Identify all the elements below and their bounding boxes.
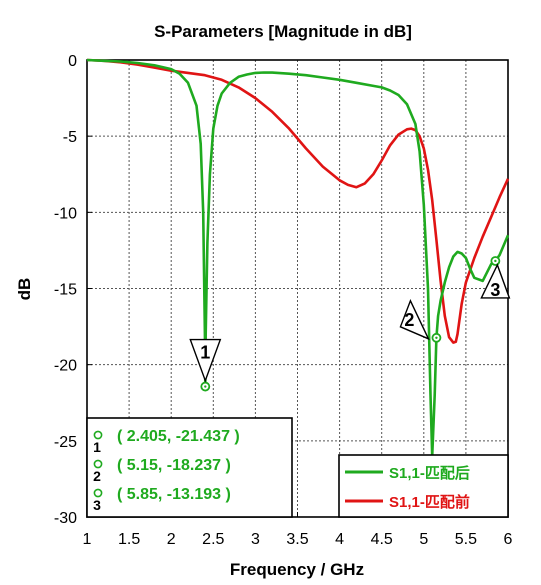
tick-labels: 1 1.5 2 2.5 3 3.5 4 4.5 5 5.5 6 0 -5 -10 -15 -20 -25 -30 — [54, 53, 513, 548]
series-line — [86, 58, 510, 344]
readout-value: ( 5.85, -13.193 ) — [117, 486, 231, 503]
series-line — [86, 58, 510, 458]
readout-marker-number: 1 — [93, 439, 101, 455]
series-lines — [86, 58, 510, 458]
y-tick-label: -20 — [54, 358, 77, 375]
x-tick-label: 2 — [167, 531, 176, 548]
readout-marker-icon — [93, 459, 103, 469]
y-tick-label: -15 — [54, 282, 77, 299]
y-axis-label: dB — [15, 278, 34, 301]
x-tick-label: 5 — [419, 531, 428, 548]
markers: 1 2 3 — [189, 256, 511, 392]
readout-box-frame — [86, 417, 293, 518]
readout-value: ( 2.405, -21.437 ) — [117, 428, 240, 445]
x-tick-label: 5.5 — [455, 531, 477, 548]
x-tick-label: 2.5 — [202, 531, 224, 548]
x-tick-label: 1 — [83, 531, 92, 548]
x-axis-label: Frequency / GHz — [230, 560, 364, 579]
x-tick-label: 3 — [251, 531, 260, 548]
readout-marker-icon — [93, 430, 103, 440]
marker-pointer-triangle — [399, 299, 430, 341]
legend-frame — [338, 454, 509, 518]
x-tick-label: 6 — [504, 531, 513, 548]
y-tick-label: -25 — [54, 434, 77, 451]
plot-frame — [86, 59, 509, 518]
marker-point-center — [435, 336, 438, 340]
x-tick-label: 4.5 — [371, 531, 393, 548]
marker-readout-box: 1 ( 2.405, -21.437 ) 2 ( 5.15, -18.237 ) 3 ( … — [86, 417, 293, 518]
readout-marker-icon — [93, 488, 103, 498]
legend: S1,1-匹配后 S1,1-匹配前 — [338, 454, 509, 518]
marker-number-label: 3 — [490, 280, 500, 300]
readout-marker-number: 3 — [93, 497, 101, 513]
legend-entry: S1,1-匹配前 — [389, 493, 470, 511]
x-tick-label: 3.5 — [286, 531, 308, 548]
marker-pointer-triangle — [480, 263, 511, 299]
marker-pointer-triangle — [189, 338, 222, 383]
marker-number-label: 1 — [200, 343, 210, 363]
marker-point-center — [204, 385, 207, 388]
y-tick-label: -30 — [54, 510, 77, 527]
marker-number-label: 2 — [404, 310, 414, 330]
chart-title: S-Parameters [Magnitude in dB] — [154, 22, 412, 41]
y-tick-label: -10 — [54, 205, 77, 222]
x-tick-label: 1.5 — [118, 531, 140, 548]
y-tick-label: 0 — [68, 53, 77, 70]
marker-point-center — [494, 259, 497, 263]
x-tick-label: 4 — [335, 531, 344, 548]
readout-marker-number: 2 — [93, 468, 101, 484]
legend-entry: S1,1-匹配后 — [389, 465, 470, 482]
y-tick-label: -5 — [63, 129, 77, 146]
readout-value: ( 5.15, -18.237 ) — [117, 457, 231, 474]
